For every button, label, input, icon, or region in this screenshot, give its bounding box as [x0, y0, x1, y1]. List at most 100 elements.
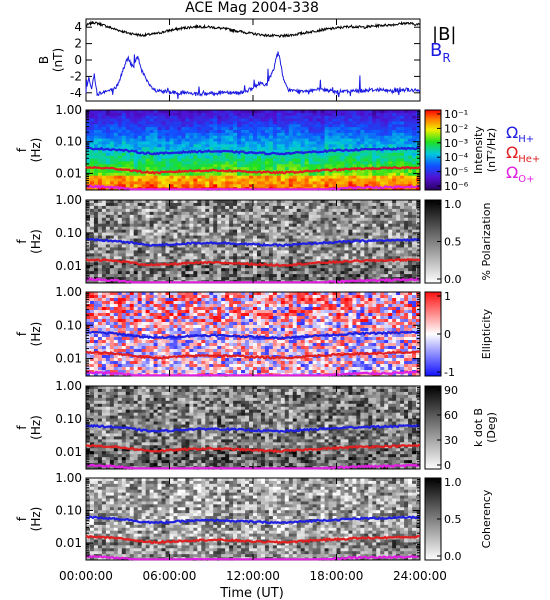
heatmap-cell [113, 232, 119, 236]
heatmap-cell [344, 211, 349, 216]
heatmap-cell [137, 271, 143, 275]
heatmap-cell [356, 280, 361, 284]
heatmap-cell [101, 241, 107, 245]
heatmap-cell [320, 118, 325, 122]
heatmap-cell [109, 247, 115, 251]
heatmap-cell [129, 115, 135, 119]
heatmap-cell [260, 181, 266, 185]
heatmap-cell [272, 244, 278, 248]
heatmap-cell [249, 202, 254, 207]
heatmap-cell [201, 235, 206, 239]
heatmap-cell [213, 178, 218, 182]
heatmap-cell [312, 181, 318, 185]
heatmap-cell [260, 164, 266, 168]
heatmap-cell [189, 247, 194, 251]
heatmap-cell [97, 132, 103, 137]
heatmap-cell [109, 138, 115, 142]
heatmap-cell [344, 115, 349, 119]
heatmap-cell [280, 223, 286, 228]
heatmap-cell [372, 144, 377, 148]
heatmap-cell [304, 118, 310, 122]
heatmap-cell [368, 124, 373, 128]
heatmap-cell [217, 181, 222, 185]
heatmap-cell [185, 238, 190, 242]
heatmap-cell [133, 152, 139, 157]
heatmap-cell [101, 200, 107, 204]
heatmap-cell [165, 112, 170, 117]
heatmap-cell [400, 274, 405, 278]
heatmap-cell [121, 235, 127, 239]
heatmap-cell [288, 158, 294, 162]
heatmap-cell [328, 271, 333, 275]
heatmap-cell [300, 161, 306, 165]
heatmap-cell [272, 205, 278, 210]
heatmap-cell [249, 259, 254, 263]
heatmap-cell [356, 214, 361, 219]
heatmap-cell [296, 271, 302, 275]
heatmap-cell [209, 253, 214, 257]
heatmap-cell [153, 220, 158, 225]
heatmap-cell [288, 256, 294, 260]
heatmap-cell [193, 184, 198, 188]
heatmap-cell [268, 141, 274, 145]
heatmap-cell [229, 200, 234, 204]
heatmap-cell [392, 250, 397, 254]
heatmap-cell [396, 178, 401, 182]
heatmap-cell [185, 265, 190, 269]
heatmap-cell [284, 235, 290, 239]
heatmap-cell [133, 253, 139, 257]
heatmap-cell [153, 241, 158, 245]
heatmap-cell [161, 247, 166, 251]
heatmap-cell [249, 138, 254, 142]
heatmap-cell [304, 155, 310, 159]
heatmap-cell [193, 250, 198, 254]
heatmap-cell [296, 130, 302, 134]
heatmap-cell [93, 208, 99, 213]
heatmap-cell [296, 274, 302, 278]
heatmap-cell [173, 223, 178, 228]
heatmap-cell [145, 229, 151, 233]
heatmap-cell [181, 167, 186, 171]
heatmap-cell [412, 118, 417, 122]
heatmap-cell [249, 184, 254, 188]
heatmap-cell [89, 181, 95, 185]
heatmap-cell [288, 220, 294, 225]
heatmap-cell [296, 265, 302, 269]
heatmap-cell [133, 271, 139, 275]
heatmap-cell [348, 208, 353, 213]
heatmap-cell [300, 265, 306, 269]
heatmap-cell [316, 262, 321, 266]
heatmap-cell [113, 158, 119, 162]
heatmap-cell [145, 124, 151, 128]
heatmap-cell [169, 118, 174, 122]
heatmap-cell [348, 184, 353, 188]
heatmap-cell [284, 167, 290, 171]
heatmap-cell [276, 175, 282, 179]
heatmap-cell [388, 112, 393, 117]
heatmap-cell [372, 265, 377, 269]
heatmap-cell [296, 138, 302, 142]
heatmap-cell [213, 172, 218, 177]
heatmap-cell [384, 232, 389, 236]
heatmap-cell [245, 256, 250, 260]
heatmap-cell [404, 244, 409, 248]
heatmap-cell [101, 232, 107, 236]
heatmap-cell [113, 115, 119, 119]
heatmap-cell [137, 172, 143, 177]
heatmap-cell [300, 238, 306, 242]
heatmap-cell [360, 229, 365, 233]
heatmap-cell [113, 200, 119, 204]
heatmap-cell [89, 208, 95, 213]
heatmap-cell [89, 367, 95, 371]
heatmap-cell [380, 250, 385, 254]
heatmap-cell [93, 121, 99, 125]
heatmap-cell [197, 238, 202, 242]
heatmap-cell [185, 217, 190, 222]
heatmap-cell [332, 124, 337, 128]
heatmap-cell [117, 226, 123, 231]
heatmap-cell [145, 178, 151, 182]
heatmap-cell [169, 250, 174, 254]
heatmap-cell [284, 155, 290, 159]
heatmap-cell [260, 265, 266, 269]
